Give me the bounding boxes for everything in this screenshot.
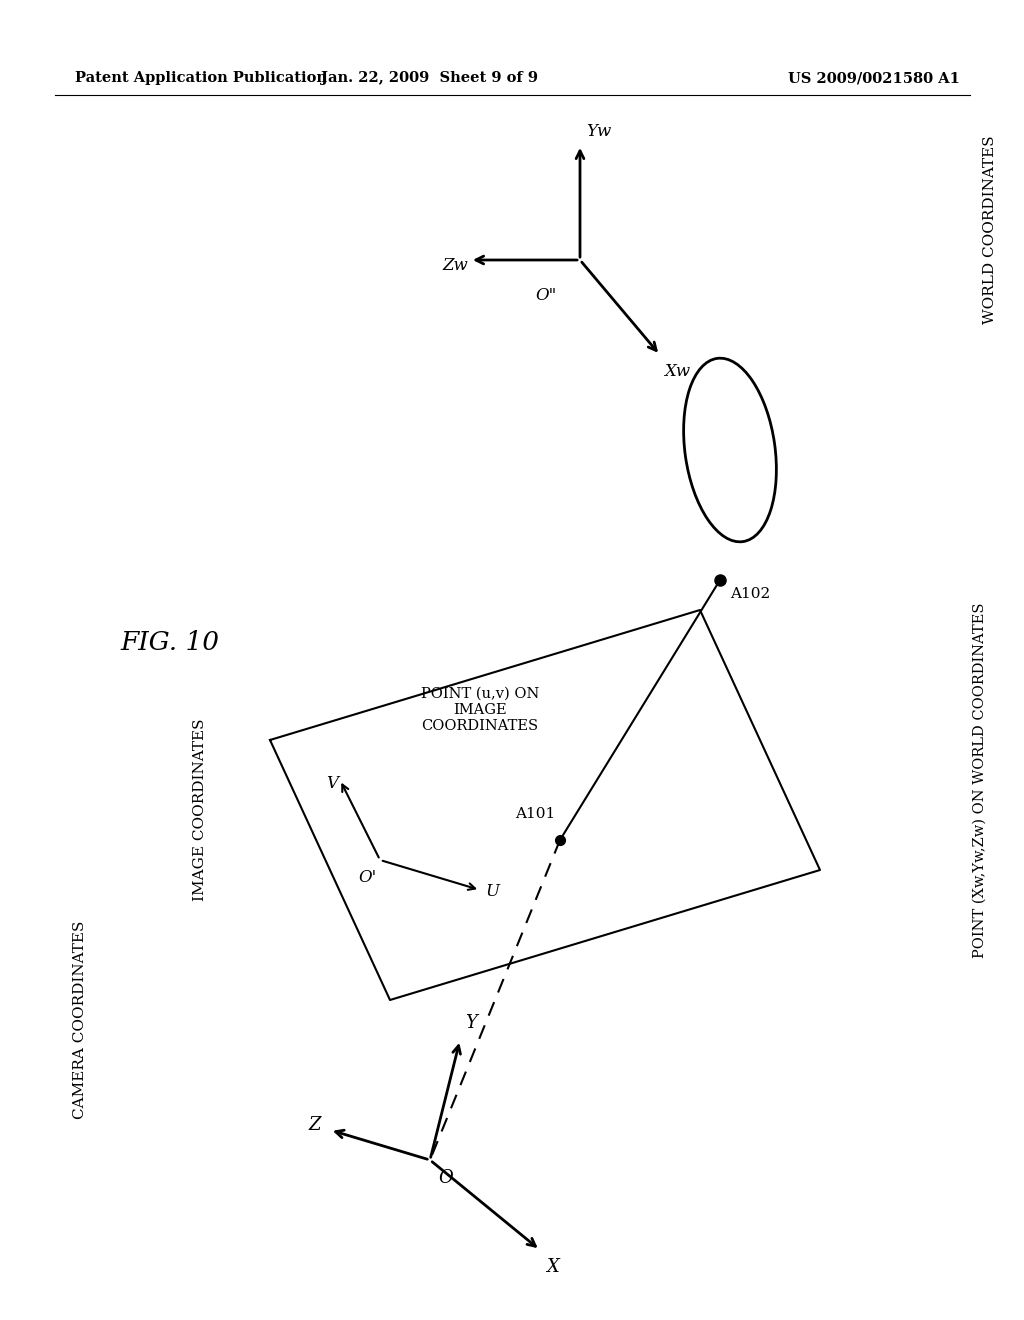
- Text: CAMERA COORDINATES: CAMERA COORDINATES: [73, 921, 87, 1119]
- Text: Y: Y: [465, 1014, 477, 1032]
- Text: Yw: Yw: [586, 123, 611, 140]
- Text: A102: A102: [730, 587, 770, 601]
- Text: V: V: [326, 775, 338, 792]
- Text: X: X: [546, 1258, 559, 1276]
- Text: Z: Z: [308, 1115, 321, 1134]
- Text: US 2009/0021580 A1: US 2009/0021580 A1: [788, 71, 961, 84]
- Text: POINT (u,v) ON
IMAGE
COORDINATES: POINT (u,v) ON IMAGE COORDINATES: [421, 686, 540, 733]
- Text: O": O": [535, 286, 556, 304]
- Text: Jan. 22, 2009  Sheet 9 of 9: Jan. 22, 2009 Sheet 9 of 9: [322, 71, 539, 84]
- Text: Xw: Xw: [664, 363, 690, 380]
- Text: A101: A101: [515, 807, 555, 821]
- Text: POINT (Xw,Yw,Zw) ON WORLD COORDINATES: POINT (Xw,Yw,Zw) ON WORLD COORDINATES: [973, 602, 987, 958]
- Text: WORLD COORDINATES: WORLD COORDINATES: [983, 136, 997, 325]
- Text: U: U: [485, 883, 499, 900]
- Text: Patent Application Publication: Patent Application Publication: [75, 71, 327, 84]
- Text: Zw: Zw: [442, 256, 468, 273]
- Text: O: O: [438, 1170, 453, 1187]
- Text: FIG. 10: FIG. 10: [120, 630, 219, 655]
- Text: IMAGE COORDINATES: IMAGE COORDINATES: [193, 719, 207, 902]
- Text: O': O': [358, 870, 376, 887]
